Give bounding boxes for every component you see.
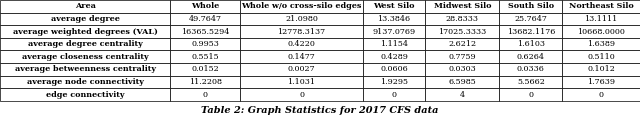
Text: Table 2: Graph Statistics for 2017 CFS data: Table 2: Graph Statistics for 2017 CFS d… bbox=[201, 106, 439, 115]
